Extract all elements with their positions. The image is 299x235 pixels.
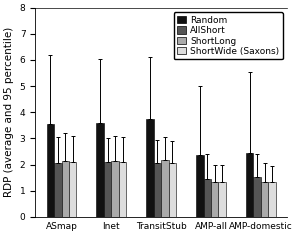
- Bar: [146, 119, 154, 217]
- Bar: [97, 123, 104, 217]
- Y-axis label: RDP (average and 95 percentile): RDP (average and 95 percentile): [4, 27, 14, 197]
- Bar: [211, 182, 219, 217]
- Bar: [154, 163, 161, 217]
- Bar: [62, 161, 69, 217]
- Bar: [119, 161, 126, 217]
- Bar: [261, 182, 268, 217]
- Bar: [47, 124, 54, 217]
- Bar: [54, 163, 62, 217]
- Bar: [253, 177, 261, 217]
- Bar: [169, 163, 176, 217]
- Bar: [246, 153, 253, 217]
- Bar: [219, 182, 226, 217]
- Bar: [268, 182, 276, 217]
- Bar: [69, 161, 77, 217]
- Bar: [111, 161, 119, 217]
- Bar: [196, 156, 204, 217]
- Bar: [204, 179, 211, 217]
- Bar: [161, 160, 169, 217]
- Bar: [104, 162, 111, 217]
- Legend: Random, AllShort, ShortLong, ShortWide (Saxons): Random, AllShort, ShortLong, ShortWide (…: [174, 12, 283, 59]
